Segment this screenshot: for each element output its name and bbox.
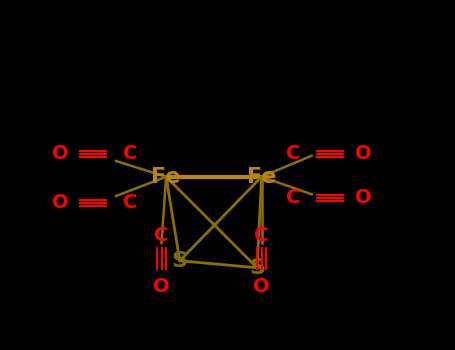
Text: C: C xyxy=(154,226,169,245)
Text: Fe: Fe xyxy=(152,167,181,187)
Text: Fe: Fe xyxy=(247,167,276,187)
Text: O: O xyxy=(354,145,371,163)
Text: O: O xyxy=(253,278,270,296)
Text: C: C xyxy=(123,145,137,163)
Text: S: S xyxy=(249,258,265,278)
Text: O: O xyxy=(354,188,371,207)
Text: C: C xyxy=(286,145,300,163)
Text: O: O xyxy=(52,145,69,163)
Text: S: S xyxy=(172,251,188,271)
Text: C: C xyxy=(286,188,300,207)
Text: O: O xyxy=(52,194,69,212)
Text: O: O xyxy=(153,278,170,296)
Text: C: C xyxy=(123,194,137,212)
Text: C: C xyxy=(254,226,269,245)
